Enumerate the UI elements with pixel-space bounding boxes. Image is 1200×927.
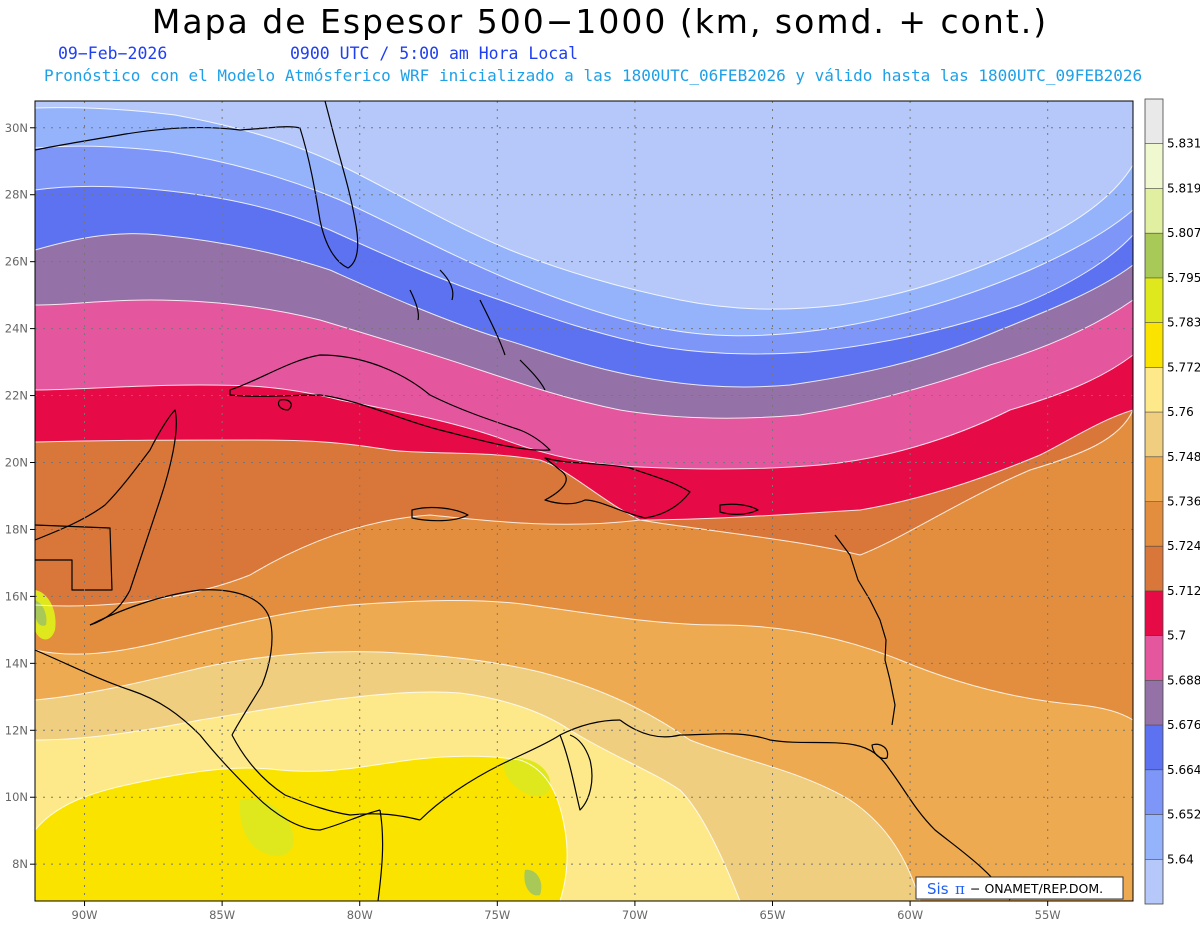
contour-lines bbox=[35, 107, 1133, 901]
jamaica bbox=[411, 506, 469, 522]
forecast-date: 09−Feb−2026 bbox=[58, 44, 168, 63]
map-frame bbox=[34, 100, 1134, 902]
colorbar-label: 5.7 bbox=[1167, 629, 1186, 643]
central-america-pacific bbox=[35, 649, 381, 831]
lat-label: 14N bbox=[5, 656, 28, 670]
trinidad bbox=[871, 743, 889, 759]
puerto-rico bbox=[719, 503, 759, 515]
colorbar-label: 5.652 bbox=[1167, 808, 1200, 822]
colorbar-swatch bbox=[1145, 456, 1163, 502]
graticule bbox=[35, 101, 1133, 901]
colorbar-label: 5.724 bbox=[1167, 539, 1200, 553]
lat-label: 18N bbox=[5, 522, 28, 536]
yucatan bbox=[35, 409, 177, 626]
colorbar-swatch bbox=[1145, 590, 1163, 636]
lat-label: 24N bbox=[5, 322, 28, 336]
colorbar-swatch bbox=[1145, 412, 1163, 457]
logo-text: − ONAMET/REP.DOM. bbox=[970, 881, 1103, 896]
lon-label: 65W bbox=[759, 908, 785, 922]
lat-label: 20N bbox=[5, 456, 28, 470]
colorbar-swatch bbox=[1145, 501, 1163, 547]
filled-contours bbox=[35, 101, 1133, 901]
lat-label: 8N bbox=[12, 857, 28, 871]
colorbar-swatch bbox=[1145, 143, 1163, 189]
lat-label: 16N bbox=[5, 589, 28, 603]
lat-label: 28N bbox=[5, 188, 28, 202]
lon-label: 85W bbox=[209, 908, 235, 922]
colorbar-swatch bbox=[1145, 814, 1163, 860]
colorbar-swatch bbox=[1145, 725, 1163, 770]
latitude-labels: 30N 28N 26N 24N 22N 20N 18N 16N 14N 12N 10N 8N bbox=[5, 121, 35, 871]
logo-sis: Sis bbox=[927, 880, 949, 898]
florida bbox=[299, 101, 359, 269]
colorbar-swatch bbox=[1145, 322, 1163, 368]
colombia-caribbean bbox=[419, 719, 621, 821]
lon-label: 55W bbox=[1035, 908, 1061, 922]
bahamas-4 bbox=[519, 359, 546, 391]
colorbar-swatch bbox=[1145, 99, 1163, 144]
colorbar-label: 5.736 bbox=[1167, 495, 1200, 509]
onamet-logo: Sis π − ONAMET/REP.DOM. bbox=[915, 876, 1124, 900]
colorbar-label: 5.772 bbox=[1167, 360, 1200, 374]
valid-time: 0900 UTC / 5:00 am Hora Local bbox=[290, 44, 579, 63]
colorbar-swatch bbox=[1145, 635, 1163, 681]
central-america-north bbox=[89, 589, 273, 736]
colorbar: 5.64 5.652 5.664 5.676 5.688 5.7 5.712 5.724 5.7… bbox=[1144, 98, 1200, 905]
colorbar-swatch bbox=[1145, 277, 1163, 323]
colombia-pacific bbox=[377, 809, 384, 901]
colorbar-swatch bbox=[1145, 233, 1163, 278]
bahamas-3 bbox=[479, 299, 506, 356]
lat-label: 30N bbox=[5, 121, 28, 135]
map-title: Mapa de Espesor 500−1000 (km, somd. + co… bbox=[151, 2, 1049, 41]
lon-label: 70W bbox=[622, 908, 648, 922]
colorbar-label: 5.664 bbox=[1167, 763, 1200, 777]
colorbar-label: 5.795 bbox=[1167, 271, 1200, 285]
maracaibo bbox=[559, 734, 593, 811]
cuba bbox=[229, 354, 551, 451]
colorbar-swatch bbox=[1145, 188, 1163, 234]
venezuela bbox=[619, 719, 891, 771]
colorbar-swatch bbox=[1145, 859, 1163, 904]
lesser-antilles bbox=[834, 534, 896, 726]
bahamas-1 bbox=[409, 289, 420, 321]
colorbar-label: 5.676 bbox=[1167, 718, 1200, 732]
colorbar-label: 5.783 bbox=[1167, 316, 1200, 330]
isla-juventud bbox=[277, 399, 292, 411]
model-info: Pronóstico con el Modelo Atmósferico WRF… bbox=[44, 66, 1143, 85]
coastlines bbox=[35, 101, 1011, 901]
bahamas-2 bbox=[439, 269, 454, 301]
colorbar-swatch bbox=[1145, 546, 1163, 591]
longitude-labels: 90W 85W 80W 75W 70W 65W 60W 55W bbox=[72, 901, 1061, 922]
colorbar-label: 5.76 bbox=[1167, 405, 1194, 419]
lat-label: 12N bbox=[5, 723, 28, 737]
colorbar-label: 5.64 bbox=[1167, 852, 1194, 866]
colorbar-swatch bbox=[1145, 680, 1163, 726]
lon-label: 80W bbox=[347, 908, 373, 922]
colorbar-label: 5.712 bbox=[1167, 584, 1200, 598]
hispaniola bbox=[544, 457, 691, 519]
colorbar-label: 5.831 bbox=[1167, 137, 1200, 151]
colorbar-label: 5.688 bbox=[1167, 673, 1200, 687]
colorbar-label: 5.807 bbox=[1167, 226, 1200, 240]
lat-label: 10N bbox=[5, 790, 28, 804]
panama bbox=[231, 734, 421, 821]
colorbar-swatch bbox=[1145, 769, 1163, 815]
lat-label: 26N bbox=[5, 255, 28, 269]
lon-label: 90W bbox=[72, 908, 98, 922]
mexico-border bbox=[35, 524, 113, 591]
colorbar-label: 5.819 bbox=[1167, 181, 1200, 195]
colorbar-label: 5.748 bbox=[1167, 450, 1200, 464]
lat-label: 22N bbox=[5, 389, 28, 403]
lon-label: 75W bbox=[484, 908, 510, 922]
lon-label: 60W bbox=[897, 908, 923, 922]
logo-pi: π bbox=[955, 880, 965, 898]
colorbar-swatch bbox=[1145, 367, 1163, 413]
gulf-coast bbox=[35, 126, 301, 151]
